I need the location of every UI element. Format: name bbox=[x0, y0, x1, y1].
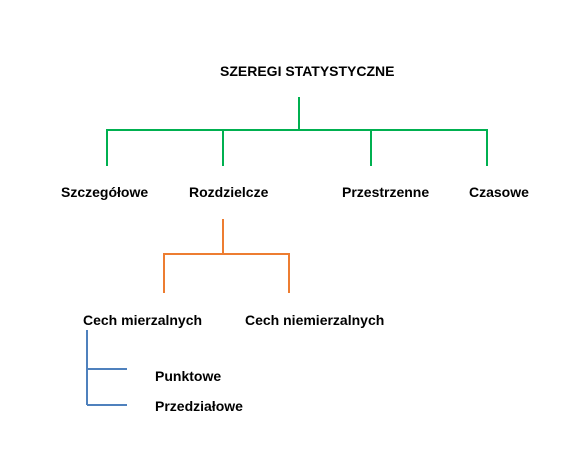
root-label: SZEREGI STATYSTYCZNE bbox=[220, 63, 395, 79]
node-punktowe: Punktowe bbox=[155, 368, 222, 384]
node-cech-niemierzalnych: Cech niemierzalnych bbox=[245, 312, 385, 328]
rozdzielcze-connectors bbox=[163, 219, 290, 293]
node-czasowe: Czasowe bbox=[469, 184, 529, 200]
root-connectors bbox=[106, 97, 488, 166]
node-rozdzielcze: Rozdzielcze bbox=[189, 184, 269, 200]
node-przestrzenne: Przestrzenne bbox=[342, 184, 430, 200]
node-cech-mierzalnych: Cech mierzalnych bbox=[83, 312, 203, 328]
node-szczegolowe: Szczegółowe bbox=[61, 184, 149, 200]
node-przedzialowe: Przedziałowe bbox=[155, 398, 243, 414]
mierzalnych-connectors bbox=[86, 330, 127, 406]
